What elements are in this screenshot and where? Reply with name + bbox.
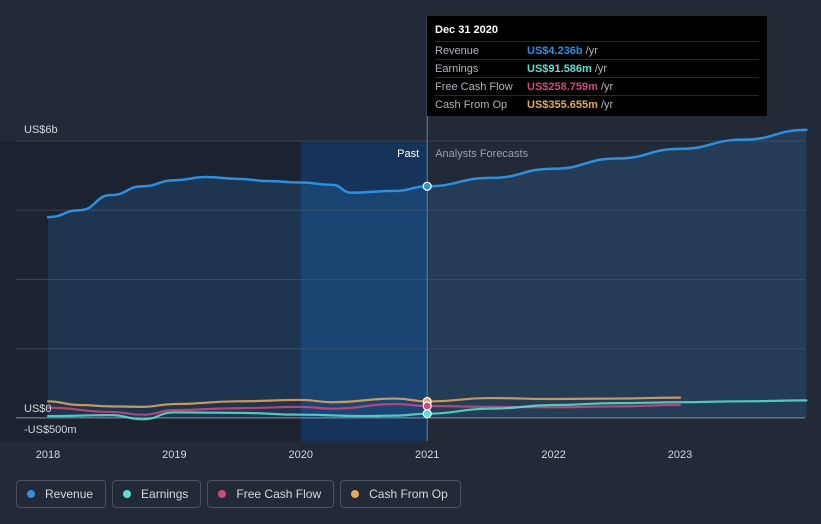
tooltip: Dec 31 2020 Revenue US$4.236b /yr Earnin… (427, 16, 767, 116)
legend-item-free-cash-flow[interactable]: Free Cash Flow (207, 480, 335, 508)
legend-label: Revenue (45, 487, 94, 501)
x-tick-label: 2023 (668, 449, 692, 461)
hover-marker-earnings (422, 409, 432, 419)
tooltip-unit: /yr (600, 80, 614, 93)
x-tick-label: 2018 (36, 449, 60, 461)
tooltip-value: US$258.759m (527, 80, 598, 93)
legend-item-earnings[interactable]: Earnings (112, 480, 202, 508)
past-label: Past (397, 148, 419, 160)
hover-markers (422, 181, 432, 419)
tooltip-row-free-cash-flow: Free Cash Flow US$258.759m /yr (435, 77, 759, 95)
tooltip-label: Earnings (435, 62, 479, 75)
legend-label: Earnings (141, 487, 189, 501)
x-tick-label: 2021 (415, 449, 439, 461)
tooltip-row-revenue: Revenue US$4.236b /yr (435, 41, 759, 59)
y-tick-labels: US$6b US$0 -US$500m (24, 124, 77, 436)
legend: Revenue Earnings Free Cash Flow Cash Fro… (16, 480, 461, 508)
x-tick-labels: 2018 2019 2020 2021 2022 2023 (36, 449, 692, 461)
hover-marker-revenue (422, 181, 432, 191)
legend-dot-icon (123, 490, 132, 498)
tooltip-unit: /yr (600, 98, 614, 111)
hover-marker-free-cash-flow (422, 401, 432, 411)
tooltip-label: Free Cash Flow (435, 80, 513, 93)
legend-label: Cash From Op (369, 487, 448, 501)
tooltip-value: US$91.586m (527, 62, 592, 75)
tooltip-row-cash-from-op: Cash From Op US$355.655m /yr (435, 95, 759, 113)
x-tick-label: 2020 (289, 449, 313, 461)
tooltip-value: US$4.236b (527, 44, 583, 57)
series-line-cash-from-op (46, 396, 682, 408)
forecast-label: Analysts Forecasts (435, 148, 528, 160)
series-line-earnings (46, 399, 808, 421)
tooltip-unit: /yr (594, 62, 608, 75)
series-line-revenue (46, 128, 808, 219)
tooltip-label: Cash From Op (435, 98, 508, 111)
past-shade (0, 141, 301, 441)
tooltip-label: Revenue (435, 44, 480, 57)
legend-label: Free Cash Flow (236, 487, 322, 501)
tooltip-value: US$355.655m (527, 98, 598, 111)
series-line-free-cash-flow (46, 402, 682, 416)
y-tick-label: US$6b (24, 124, 58, 136)
legend-item-cash-from-op[interactable]: Cash From Op (340, 480, 461, 508)
tooltip-row-earnings: Earnings US$91.586m /yr (435, 59, 759, 77)
legend-item-revenue[interactable]: Revenue (16, 480, 107, 508)
tooltip-unit: /yr (585, 44, 598, 57)
series-lines (46, 128, 808, 421)
legend-dot-icon (27, 490, 35, 498)
y-tick-label: US$0 (24, 403, 52, 415)
legend-dot-icon (351, 490, 360, 498)
y-tick-label: -US$500m (24, 424, 77, 436)
x-tick-label: 2022 (541, 449, 565, 461)
tooltip-date: Dec 31 2020 (435, 24, 498, 36)
x-tick-label: 2019 (162, 449, 186, 461)
legend-dot-icon (218, 490, 227, 498)
